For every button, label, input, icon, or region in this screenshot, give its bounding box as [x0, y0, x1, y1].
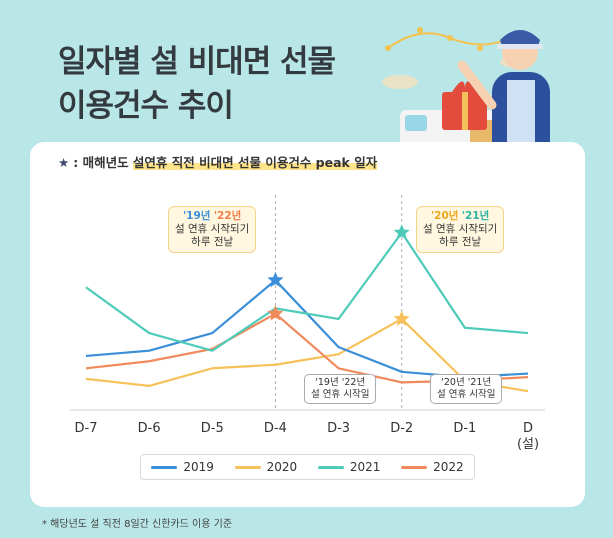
callout-peak-left-line2: 하루 전날: [191, 236, 234, 248]
callout-start-right-line1: 설 연휴 시작일: [437, 389, 496, 400]
callout-peak-right-year-b: '21년: [461, 210, 490, 222]
legend-label: 2022: [433, 460, 464, 474]
footnote: * 해당년도 설 직전 8일간 신한카드 이용 기준: [42, 519, 233, 530]
legend-label: 2020: [266, 460, 298, 474]
x-tick-label-sub: (설): [517, 437, 539, 452]
callout-peak-right-year-a: '20년: [430, 210, 459, 222]
legend-item-2020: 2020: [234, 460, 298, 474]
callout-peak-left-year-a: '19년: [182, 210, 211, 222]
callout-peak-right-line1: 설 연휴 시작되기: [423, 223, 498, 235]
peak-star-2021: [393, 224, 410, 240]
chart-card: [30, 142, 585, 507]
callout-start-right-year-a: '20년: [441, 377, 465, 388]
legend-item-2022: 2022: [401, 460, 464, 474]
series-2019-line: [85, 279, 529, 379]
callout-start-left-year-a: '19년: [315, 377, 339, 388]
x-tick-label: D-1: [453, 421, 476, 436]
x-tick-label: D-7: [75, 421, 98, 436]
legend-item-2019: 2019: [151, 460, 214, 474]
peak-star-2020: [393, 310, 410, 326]
callout-peak-right: '20년 '21년 설 연휴 시작되기 하루 전날: [416, 206, 505, 253]
callout-peak-left-year-b: '22년: [213, 210, 242, 222]
callout-peak-left-line1: 설 연휴 시작되기: [175, 223, 250, 235]
peak-note-highlight: 설연휴 직전 비대면 선물 이용건수 peak 일자: [132, 155, 378, 170]
peak-star-2022: [267, 305, 284, 321]
series-2021-line: [85, 231, 529, 352]
chart-legend: 2019 2020 2021 2022: [140, 454, 475, 480]
series-2020-line: [85, 317, 529, 393]
title-line-2: 이용건수 추이: [58, 88, 234, 124]
legend-swatch: [317, 465, 344, 469]
callout-start-left-line1: 설 연휴 시작일: [311, 389, 370, 400]
x-tick-label: D: [523, 421, 533, 436]
callout-start-left-year-b: '22년: [341, 377, 366, 388]
peak-note-prefix: : 매해년도: [73, 155, 133, 170]
legend-swatch: [151, 465, 178, 469]
legend-swatch: [234, 465, 261, 469]
x-tick-label: D-3: [327, 421, 350, 436]
star-icon: ★: [58, 155, 70, 170]
legend-swatch: [401, 465, 428, 469]
x-tick-label: D-4: [264, 421, 287, 436]
chart-title: 일자별 설 비대면 선물 이용건수 추이: [58, 40, 336, 128]
callout-peak-right-line2: 하루 전날: [439, 236, 482, 248]
title-line-1: 일자별 설 비대면 선물: [58, 44, 336, 80]
callout-start-left: '19년 '22년 설 연휴 시작일: [304, 374, 377, 404]
legend-label: 2021: [349, 460, 381, 474]
legend-item-2021: 2021: [317, 460, 381, 474]
x-tick-label: D-5: [201, 421, 224, 436]
callout-start-right: '20년 '21년 설 연휴 시작일: [430, 374, 503, 404]
peak-note: ★: 매해년도 설연휴 직전 비대면 선물 이용건수 peak 일자: [58, 152, 378, 171]
callout-peak-left: '19년 '22년 설 연휴 시작되기 하루 전날: [168, 206, 257, 253]
callout-start-right-year-b: '21년: [467, 377, 492, 388]
x-tick-label: D-6: [138, 421, 161, 436]
peak-star-2019: [267, 271, 284, 288]
legend-label: 2019: [183, 460, 214, 474]
x-tick-label: D-2: [390, 421, 413, 436]
